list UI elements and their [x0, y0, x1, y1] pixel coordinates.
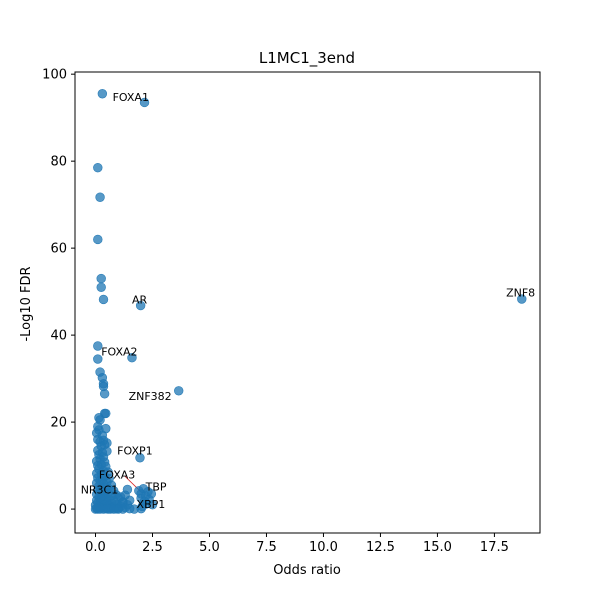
- x-tick-label: 10.0: [309, 540, 338, 555]
- x-tick-label: 12.5: [366, 540, 395, 555]
- data-point: [127, 353, 137, 363]
- data-point: [96, 282, 106, 292]
- data-point: [101, 408, 111, 419]
- annotation-label: FOXA2: [101, 346, 137, 359]
- data-point: [147, 500, 158, 510]
- data-point: [99, 389, 110, 399]
- y-tick-label: 80: [50, 155, 67, 170]
- data-point: [95, 192, 105, 202]
- data-point: [113, 504, 124, 514]
- annotation-label: FOXP1: [117, 444, 152, 457]
- annotation-label: XBP1: [137, 498, 166, 511]
- x-tick-label: 0.0: [85, 540, 106, 555]
- chart-title: L1MC1_3end: [259, 49, 355, 68]
- data-point: [93, 341, 103, 351]
- y-tick-label: 60: [50, 242, 67, 257]
- y-axis-label: -Log10 FDR: [19, 266, 34, 341]
- data-points: [90, 89, 527, 514]
- y-tick-label: 20: [50, 416, 67, 431]
- data-point: [93, 162, 103, 173]
- data-point: [122, 484, 133, 495]
- data-point: [98, 294, 109, 305]
- x-axis-label: Odds ratio: [273, 563, 341, 578]
- data-point: [517, 294, 527, 304]
- y-tick-label: 0: [59, 503, 67, 518]
- x-axis: 0.0 2.5 5.0 7.5 10.0 12.5 15.0 17.5: [85, 533, 509, 555]
- data-point: [97, 89, 108, 99]
- annotation-label: FOXA1: [113, 91, 149, 104]
- y-tick-label: 40: [50, 329, 67, 344]
- data-point: [136, 503, 146, 514]
- annotation-label: TBP: [145, 480, 167, 493]
- annotation-label: AR: [132, 293, 148, 306]
- data-point: [139, 97, 150, 108]
- data-point: [135, 453, 145, 463]
- annotation-label: ZNF8: [506, 286, 535, 299]
- annotation-label: NR3C1: [81, 484, 119, 497]
- x-tick-label: 7.5: [256, 540, 277, 555]
- annotations: FOXA1 ZNF8 AR FOXA2 ZNF382 FOXP1 FOXA3 NR3C1 TBP…: [81, 91, 535, 511]
- x-tick-label: 17.5: [480, 540, 509, 555]
- annotation-label: ZNF382: [129, 390, 172, 403]
- x-tick-label: 5.0: [199, 540, 220, 555]
- y-axis: 0 20 40 60 80 100: [42, 68, 75, 518]
- data-point: [118, 497, 128, 508]
- x-tick-label: 15.0: [423, 540, 452, 555]
- axes-frame: [74, 71, 541, 534]
- y-tick-label: 100: [42, 68, 67, 83]
- data-point: [93, 354, 103, 364]
- plot-area: [74, 71, 541, 534]
- data-point: [93, 504, 103, 514]
- data-point: [96, 273, 106, 284]
- annotation-label: FOXA3: [99, 468, 135, 481]
- data-point: [135, 300, 146, 311]
- data-point: [93, 234, 103, 245]
- x-tick-label: 2.5: [142, 540, 163, 555]
- data-point: [174, 386, 184, 396]
